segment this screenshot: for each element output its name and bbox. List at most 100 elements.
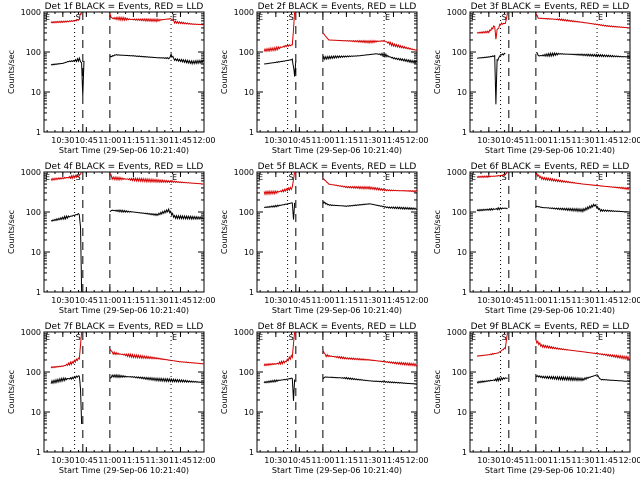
y-tick-label: 1 (249, 288, 254, 297)
events-series-line (476, 206, 508, 212)
plot-frame (256, 331, 418, 453)
x-tick-label: 10:45 (288, 136, 311, 145)
x-tick-label: 11:45 (595, 136, 618, 145)
end-marker-label: E (45, 173, 50, 182)
start-marker-label: S (289, 333, 294, 342)
chart-title: Det 9f BLACK = Events, RED = LLD (471, 322, 630, 332)
x-tick-label: 11:30 (358, 296, 381, 305)
events-series-line (535, 374, 630, 382)
y-tick-label: 10 (457, 408, 467, 417)
x-tick-label: 12:00 (192, 296, 215, 305)
y-tick-label: 1000 (447, 168, 467, 177)
x-tick-label: 10:30 (264, 456, 287, 465)
chart-title: Det 4f BLACK = Events, RED = LLD (45, 162, 204, 172)
end-marker-label: E (258, 173, 263, 182)
chart-panel: Det 5f BLACK = Events, RED = LLD 1 10 100 10… (220, 162, 429, 315)
chart-panel: Det 2f BLACK = Events, RED = LLD 1 10 100 10… (220, 2, 429, 155)
chart-panel: Det 7f BLACK = Events, RED = LLD 1 10 100 10… (7, 322, 216, 475)
x-tick-label: 11:00 (98, 136, 121, 145)
x-tick-label: 11:30 (571, 136, 594, 145)
lld-series-line (109, 348, 204, 365)
x-tick-label: 11:45 (169, 456, 192, 465)
plot-frame (43, 171, 205, 293)
markers (500, 332, 598, 452)
lld-series-line (322, 32, 417, 51)
x-tick-label: 10:30 (477, 296, 500, 305)
x-tick-label: 11:30 (358, 136, 381, 145)
x-tick-label: 10:30 (51, 456, 74, 465)
events-series-line (263, 202, 296, 220)
x-axis-label: Start Time (29-Sep-06 10:21:40) (59, 466, 189, 475)
y-axis-label: Counts/sec (7, 50, 16, 94)
x-tick-label: 10:30 (477, 136, 500, 145)
start-marker-label: S (502, 13, 507, 22)
events-series-line (109, 373, 204, 384)
x-tick-label: 11:15 (122, 456, 145, 465)
end-marker-label: E (471, 333, 476, 342)
y-tick-label: 100 (452, 208, 467, 217)
x-tick-label: 11:00 (524, 456, 547, 465)
x-tick-label: 10:30 (51, 296, 74, 305)
x-tick-label: 10:45 (501, 296, 524, 305)
chart-title: Det 2f BLACK = Events, RED = LLD (258, 2, 417, 12)
chart-title: Det 5f BLACK = Events, RED = LLD (258, 162, 417, 172)
end-marker-label: E (172, 13, 177, 22)
markers (500, 12, 598, 132)
events-series-line (535, 51, 630, 58)
lld-series-line (476, 332, 509, 357)
chart-panel: Det 3f BLACK = Events, RED = LLD 1 10 100 10… (433, 2, 640, 155)
lld-series-line (50, 12, 83, 24)
x-tick-label: 10:30 (264, 296, 287, 305)
end-marker-label: E (598, 333, 603, 342)
y-tick-label: 1000 (21, 168, 41, 177)
y-axis-label: Counts/sec (220, 370, 229, 414)
x-tick-label: 12:00 (405, 296, 428, 305)
x-tick-label: 10:45 (288, 456, 311, 465)
x-tick-label: 11:00 (98, 456, 121, 465)
start-marker-label: S (76, 333, 81, 342)
y-tick-label: 100 (26, 208, 41, 217)
y-axis-label: Counts/sec (220, 50, 229, 94)
x-tick-label: 11:00 (524, 136, 547, 145)
series-group (263, 332, 417, 401)
plot-frame (469, 171, 631, 293)
y-tick-label: 100 (239, 208, 254, 217)
y-tick-label: 1 (249, 448, 254, 457)
x-tick-label: 10:30 (264, 136, 287, 145)
series-group (50, 172, 204, 292)
x-tick-label: 10:45 (501, 456, 524, 465)
lld-series-line (535, 172, 630, 191)
y-tick-label: 100 (26, 48, 41, 57)
start-marker-label: S (76, 173, 81, 182)
x-tick-label: 12:00 (618, 296, 640, 305)
x-tick-label: 11:15 (335, 456, 358, 465)
markers (287, 12, 385, 132)
y-axis-label: Counts/sec (7, 370, 16, 414)
chart-title: Det 8f BLACK = Events, RED = LLD (258, 322, 417, 332)
y-tick-label: 10 (457, 248, 467, 257)
x-tick-label: 11:45 (382, 296, 405, 305)
lld-series-line (109, 13, 204, 26)
series-group (50, 12, 204, 97)
x-tick-label: 12:00 (405, 456, 428, 465)
markers (287, 172, 385, 292)
end-marker-label: E (172, 333, 177, 342)
y-tick-label: 1 (462, 288, 467, 297)
end-marker-label: E (258, 13, 263, 22)
end-marker-label: E (45, 333, 50, 342)
lld-series-line (109, 173, 204, 185)
y-tick-label: 10 (31, 88, 41, 97)
y-tick-label: 1 (249, 128, 254, 137)
y-tick-label: 10 (244, 408, 254, 417)
x-tick-label: 10:45 (288, 296, 311, 305)
end-marker-label: E (385, 173, 390, 182)
x-tick-label: 11:00 (311, 296, 334, 305)
markers (74, 172, 172, 292)
chart-panel: Det 8f BLACK = Events, RED = LLD 1 10 100 10… (220, 322, 429, 475)
x-tick-label: 10:45 (75, 136, 98, 145)
events-series-line (109, 207, 204, 221)
markers (74, 332, 172, 452)
x-axis-label: Start Time (29-Sep-06 10:21:40) (272, 306, 402, 315)
x-axis-label: Start Time (29-Sep-06 10:21:40) (59, 306, 189, 315)
y-tick-label: 10 (31, 248, 41, 257)
